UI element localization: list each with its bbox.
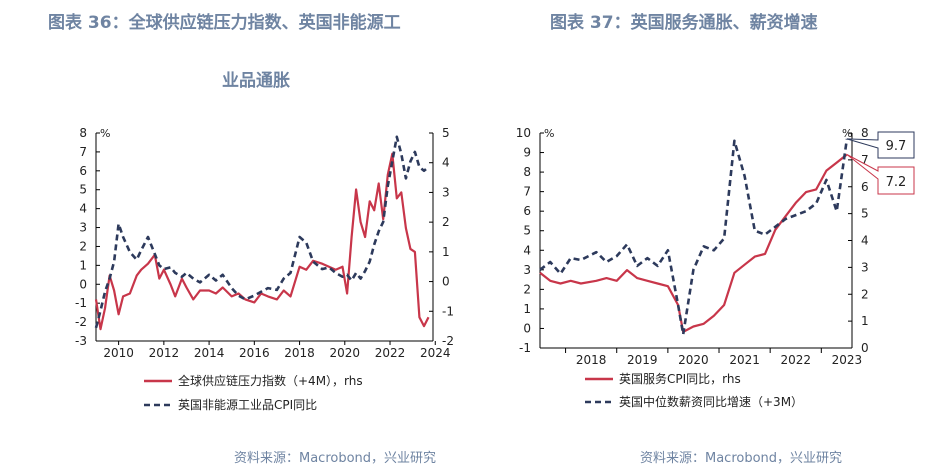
right-x-tick-label: 2021 xyxy=(729,353,760,367)
right-right-tick-label: 8 xyxy=(861,126,869,140)
right-legend-label-1: 英国服务CPI同比，rhs xyxy=(619,371,741,386)
right-x-tick-label: 2018 xyxy=(576,353,607,367)
left-left-tick-label: 7 xyxy=(79,145,87,159)
left-left-tick-label: 8 xyxy=(79,126,87,140)
right-right-tick-label: 0 xyxy=(861,341,869,355)
right-left-tick-label: 2 xyxy=(523,282,531,296)
left-left-tick-label: 0 xyxy=(79,277,87,291)
right-left-tick-label: 9 xyxy=(523,146,531,160)
left-right-tick-label: -2 xyxy=(442,334,454,348)
right-right-tick-label: 4 xyxy=(861,234,869,248)
left-left-tick-label: 1 xyxy=(79,258,87,272)
left-legend-label-1: 全球供应链压力指数（+4M），rhs xyxy=(178,373,363,388)
right-right-unit: % xyxy=(842,127,852,140)
left-right-tick-label: 5 xyxy=(442,126,450,140)
left-left-unit: % xyxy=(100,127,110,140)
right-callout-label-1: 9.7 xyxy=(886,139,907,154)
right-x-tick-label: 2020 xyxy=(678,353,709,367)
right-right-tick-label: 2 xyxy=(861,287,869,301)
left-left-tick-label: 5 xyxy=(79,183,87,197)
left-x-tick-label: 2010 xyxy=(103,346,134,360)
left-series-line-2 xyxy=(94,135,430,329)
right-right-tick-label: 6 xyxy=(861,180,869,194)
left-right-tick-label: 4 xyxy=(442,156,450,170)
left-chart-title-line2: 业品通胀 xyxy=(222,71,290,91)
right-right-tick-label: 5 xyxy=(861,207,869,221)
left-x-tick-label: 2012 xyxy=(149,346,180,360)
left-x-tick-label: 2022 xyxy=(375,346,406,360)
left-x-tick-label: 2018 xyxy=(284,346,315,360)
right-right-tick-label: 3 xyxy=(861,260,869,274)
right-left-unit: % xyxy=(544,127,554,140)
right-x-tick-label: 2022 xyxy=(780,353,811,367)
right-callout-label-2: 7.2 xyxy=(886,175,907,190)
left-x-tick-label: 2016 xyxy=(239,346,270,360)
right-left-tick-label: 7 xyxy=(523,185,531,199)
left-right-tick-label: 3 xyxy=(442,185,450,199)
right-series-line-2 xyxy=(539,138,849,336)
right-x-tick-label: 2019 xyxy=(627,353,658,367)
right-chart-title: 图表 37：英国服务通胀、薪资增速 xyxy=(550,13,818,33)
right-left-tick-label: 0 xyxy=(523,321,531,335)
left-right-tick-label: 2 xyxy=(442,215,450,229)
left-right-tick-label: 0 xyxy=(442,275,450,289)
left-left-tick-label: 6 xyxy=(79,164,87,178)
right-left-tick-label: -1 xyxy=(519,341,531,355)
left-legend-label-2: 英国非能源工业品CPI同比 xyxy=(178,398,317,412)
left-chart-title-line1: 图表 36：全球供应链压力指数、英国非能源工 xyxy=(48,13,401,33)
left-x-tick-label: 2020 xyxy=(330,346,361,360)
right-series-line-1 xyxy=(539,153,848,333)
right-right-tick-label: 7 xyxy=(861,153,869,167)
right-left-tick-label: 3 xyxy=(523,263,531,277)
left-left-tick-label: 2 xyxy=(79,239,87,253)
right-right-tick-label: 1 xyxy=(861,314,869,328)
right-x-tick-label: 2023 xyxy=(832,353,863,367)
right-left-tick-label: 1 xyxy=(523,302,531,316)
left-right-tick-label: 1 xyxy=(442,245,450,259)
left-left-tick-label: -3 xyxy=(75,334,87,348)
right-callout-box-2 xyxy=(846,154,915,195)
left-left-tick-label: -1 xyxy=(75,296,87,310)
left-left-tick-label: -2 xyxy=(75,315,87,329)
left-source: 资料来源：Macrobond，兴业研究 xyxy=(234,451,437,466)
right-left-tick-label: 8 xyxy=(523,165,531,179)
left-series-line-1 xyxy=(94,152,430,331)
right-left-tick-label: 10 xyxy=(516,126,531,140)
left-right-tick-label: -1 xyxy=(442,304,454,318)
right-left-tick-label: 4 xyxy=(523,243,531,257)
right-legend-label-2: 英国中位数薪资同比增速（+3M） xyxy=(619,394,803,409)
right-left-tick-label: 6 xyxy=(523,204,531,218)
right-left-tick-label: 5 xyxy=(523,224,531,238)
right-source: 资料来源：Macrobond，兴业研究 xyxy=(640,451,843,466)
right-callout-box-1 xyxy=(846,131,915,159)
left-x-tick-label: 2014 xyxy=(194,346,225,360)
left-left-tick-label: 4 xyxy=(79,202,87,216)
left-x-tick-label: 2024 xyxy=(420,346,451,360)
left-left-tick-label: 3 xyxy=(79,221,87,235)
